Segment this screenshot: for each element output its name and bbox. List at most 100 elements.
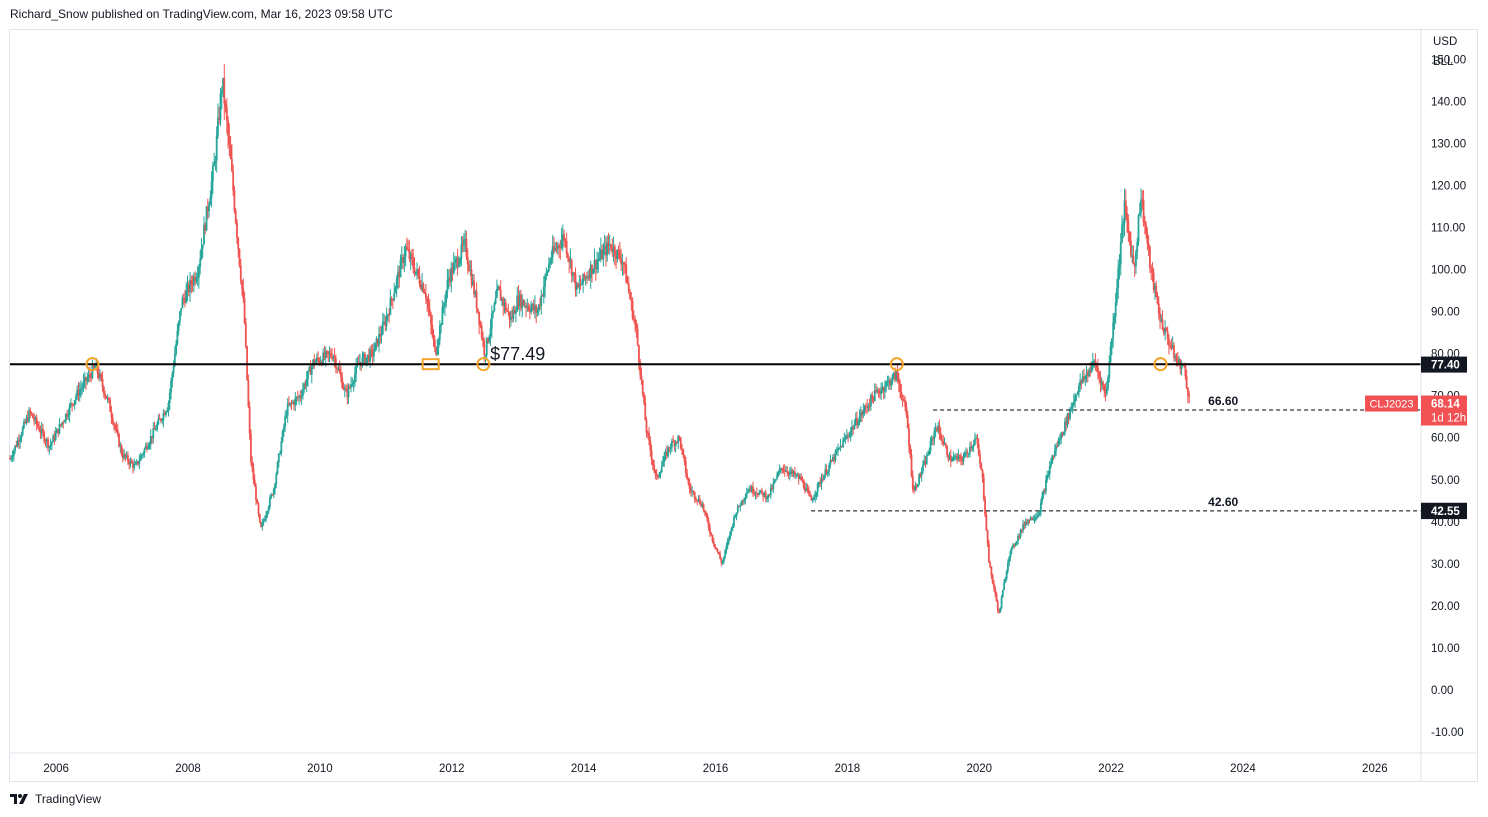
candle-body: [211, 166, 214, 182]
candle-body: [166, 409, 169, 412]
touch-marker: [1153, 357, 1168, 372]
candle-body: [442, 305, 445, 308]
candle-body: [880, 390, 882, 394]
candle-body: [537, 304, 540, 312]
candle-body: [68, 405, 71, 416]
candle-body: [740, 500, 743, 506]
candle-body: [125, 455, 128, 458]
candle-body: [436, 347, 439, 355]
candle-body: [920, 471, 923, 476]
y-tick-label: 150.00: [1431, 54, 1466, 66]
unit-label: BLL: [1433, 56, 1454, 68]
candle-body: [807, 490, 810, 494]
candle-body: [1161, 319, 1164, 330]
candle-body: [50, 442, 53, 445]
candle-body: [1143, 222, 1146, 225]
y-tick-label: 120.00: [1431, 181, 1466, 193]
candle-body: [1116, 287, 1118, 303]
candle-body: [927, 454, 929, 456]
candle-body: [1008, 557, 1011, 563]
candle-body: [676, 441, 678, 443]
candle-body: [487, 338, 489, 342]
candle-body: [668, 447, 671, 449]
candle-body: [239, 265, 242, 281]
chart-pane[interactable]: [9, 29, 1478, 782]
candle-body: [904, 400, 907, 407]
candle-body: [315, 357, 318, 362]
candle-body: [214, 160, 217, 164]
candle-body: [586, 277, 588, 279]
candle-body: [466, 256, 469, 265]
candle-body: [121, 454, 124, 459]
candle-body: [206, 206, 209, 212]
candle-body: [108, 398, 110, 401]
price-tags: 77.4066.9166.6042.6342.55CLJ202368.141d …: [1365, 356, 1467, 520]
candle-body: [88, 374, 91, 376]
candle-body: [269, 497, 271, 507]
candle-body: [175, 344, 178, 355]
candle-body: [234, 210, 237, 223]
candle-body: [104, 393, 106, 396]
candle-body: [1138, 212, 1141, 215]
candle-body: [1100, 382, 1103, 385]
candle-body: [263, 518, 266, 521]
candle-body: [925, 455, 928, 465]
candle-body: [1022, 523, 1025, 531]
candle-body: [1062, 432, 1065, 435]
candle-body: [97, 372, 100, 378]
candle-body: [162, 413, 165, 421]
tradingview-brand[interactable]: TradingView: [10, 792, 101, 806]
candle-body: [918, 474, 921, 485]
candle-body: [935, 428, 938, 431]
candle-body: [237, 237, 240, 250]
candle-body: [272, 488, 275, 495]
candle-body: [412, 258, 415, 268]
candle-body: [329, 353, 332, 357]
x-tick-label: 2012: [439, 763, 465, 775]
candle-body: [778, 468, 781, 473]
candle-body: [572, 272, 574, 276]
candle-body: [76, 389, 79, 397]
candle-body: [769, 487, 772, 496]
candle-body: [399, 259, 402, 278]
candle-body: [217, 117, 219, 136]
candle-body: [364, 353, 366, 364]
candle-body: [714, 544, 716, 548]
candle-body: [536, 311, 539, 313]
candle-body: [447, 277, 450, 280]
candle-body: [693, 492, 696, 499]
candle-body: [337, 368, 340, 370]
y-tick-label: 40.00: [1431, 517, 1460, 529]
x-tick-label: 2026: [1362, 763, 1388, 775]
candle-body: [1071, 404, 1074, 409]
candle-body: [200, 248, 203, 260]
candle-body: [167, 403, 170, 410]
candle-body: [1117, 267, 1120, 288]
candle-body: [85, 377, 87, 382]
touch-marker: [889, 357, 904, 372]
candle-body: [749, 488, 752, 492]
candle-body: [1005, 571, 1008, 579]
candle-body: [1169, 345, 1172, 347]
level-label: 66.60: [1208, 394, 1238, 408]
candle-body: [776, 474, 779, 479]
candle-body: [134, 463, 137, 465]
touch-marker: [476, 357, 491, 372]
candle-body: [173, 354, 176, 367]
candle-body: [980, 463, 983, 470]
candle-body: [16, 440, 19, 447]
candle-body: [796, 474, 799, 476]
candle-body: [875, 390, 877, 392]
candle-body: [324, 351, 327, 358]
candle-body: [191, 284, 194, 286]
candle-body: [911, 475, 914, 490]
candle-body: [518, 294, 521, 307]
candle-body: [361, 357, 364, 366]
candle-body: [597, 259, 600, 262]
candle-body: [256, 499, 259, 504]
candle-body: [1145, 224, 1148, 235]
candle-body: [889, 380, 891, 386]
candle-body: [393, 293, 396, 300]
candle-body: [596, 261, 598, 270]
